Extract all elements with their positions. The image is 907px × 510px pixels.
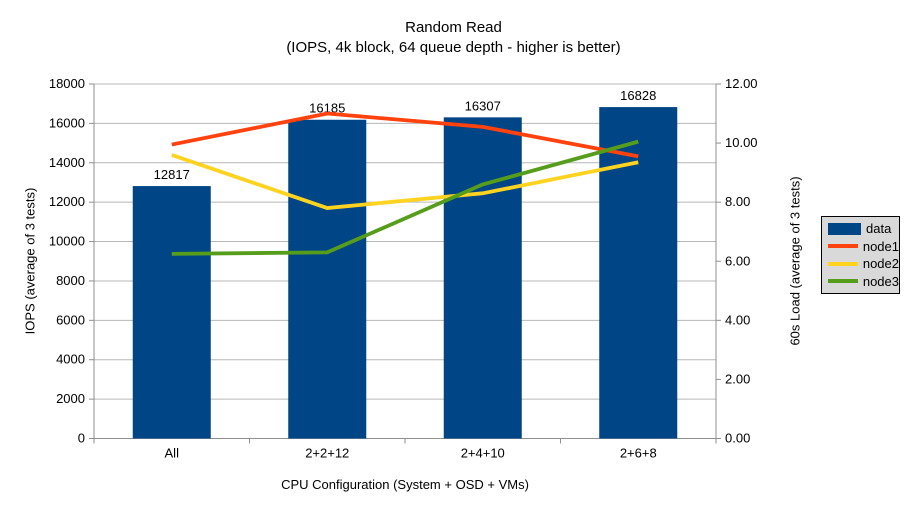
legend-item-node2: node2 xyxy=(828,256,899,271)
legend-swatch-node3 xyxy=(828,279,858,284)
bar-value-label: 16185 xyxy=(309,101,345,116)
y2-axis-tick-label: 12.00 xyxy=(725,76,758,91)
legend-swatch-node2 xyxy=(828,261,858,266)
chart-subtitle: (IOPS, 4k block, 64 queue depth - higher… xyxy=(286,39,621,56)
chart-title: Random Read xyxy=(405,19,502,36)
y2-axis-tick-label: 0.00 xyxy=(725,431,750,446)
x-axis-category-label: 2+4+10 xyxy=(461,446,505,461)
legend-label-node3: node3 xyxy=(862,273,899,289)
legend-swatch-data xyxy=(828,222,861,235)
chart-title-block: Random Read (IOPS, 4k block, 64 queue de… xyxy=(0,18,907,58)
legend-item-node1: node1 xyxy=(828,239,899,254)
y-axis-tick-label: 16000 xyxy=(49,115,85,130)
y-axis-tick-label: 6000 xyxy=(56,312,85,327)
bar xyxy=(288,119,367,439)
x-axis-category-label: 2+6+8 xyxy=(620,446,657,461)
y-axis-tick-label: 8000 xyxy=(56,273,85,288)
line-node1 xyxy=(171,111,639,159)
x-axis-category-label: All xyxy=(165,446,180,461)
y-axis-tick-label: 18000 xyxy=(49,76,85,91)
bar xyxy=(132,186,211,439)
y-axis-title: IOPS (average of 3 tests) xyxy=(22,187,38,335)
legend-label-node2: node2 xyxy=(862,256,899,272)
y2-axis-tick-label: 4.00 xyxy=(725,312,750,327)
x-axis-category-label: 2+2+12 xyxy=(305,446,349,461)
bar-value-label: 16307 xyxy=(465,98,501,113)
y2-axis-tick-label: 8.00 xyxy=(725,194,750,209)
y-axis-tick-label: 10000 xyxy=(49,234,85,249)
legend-swatch-node1 xyxy=(828,244,858,249)
y-axis-tick-label: 12000 xyxy=(49,194,85,209)
line-node3 xyxy=(171,139,639,256)
y2-axis-title: 60s Load (average of 3 tests) xyxy=(787,176,803,346)
y2-axis-tick-label: 10.00 xyxy=(725,135,758,150)
bar xyxy=(599,107,678,439)
y2-axis-tick-label: 6.00 xyxy=(725,253,750,268)
legend: data node1 node2 node3 xyxy=(821,216,900,294)
bar-value-label: 12817 xyxy=(154,167,190,182)
line-node2 xyxy=(171,153,639,211)
legend-label-node1: node1 xyxy=(862,238,899,254)
y-axis-tick-label: 0 xyxy=(78,431,85,446)
legend-item-data: data xyxy=(828,221,899,236)
legend-item-node3: node3 xyxy=(828,274,899,289)
y-axis-tick-label: 2000 xyxy=(56,391,85,406)
y-axis-tick-label: 4000 xyxy=(56,352,85,367)
legend-label-data: data xyxy=(866,221,892,237)
x-axis-title: CPU Configuration (System + OSD + VMs) xyxy=(281,477,529,492)
bar xyxy=(443,117,522,439)
y-axis-tick-label: 14000 xyxy=(49,155,85,170)
y2-axis-tick-label: 2.00 xyxy=(725,371,750,386)
bar-value-label: 16828 xyxy=(620,88,656,103)
